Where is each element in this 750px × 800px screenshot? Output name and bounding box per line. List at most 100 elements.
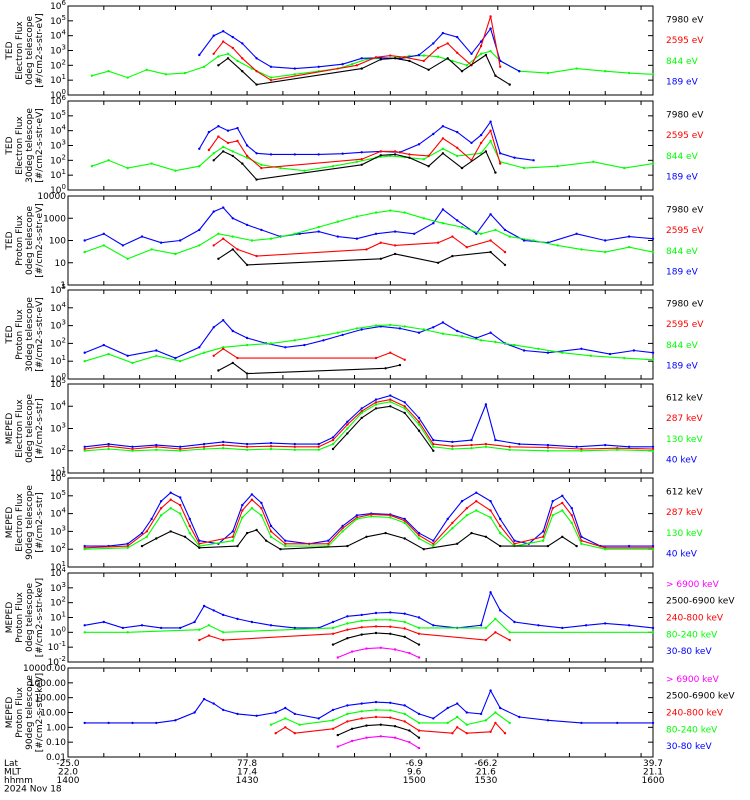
data-point — [604, 548, 607, 551]
data-point — [217, 232, 220, 235]
data-point — [231, 150, 234, 153]
data-point — [155, 445, 158, 448]
series-line-1 — [84, 395, 653, 448]
data-point — [107, 442, 110, 446]
panel-5: 101 102 103 104 105 MEPEDElectron Flux0deg te… — [5, 377, 703, 479]
data-point — [293, 339, 296, 342]
data-point — [131, 449, 134, 452]
data-point — [389, 398, 392, 401]
data-point — [542, 530, 545, 533]
data-point — [222, 708, 225, 712]
data-point — [465, 507, 468, 510]
y-tick-label: 105 — [50, 109, 66, 122]
data-point — [236, 139, 239, 143]
data-point — [475, 336, 478, 340]
data-point — [155, 721, 158, 725]
series-line-3 — [199, 625, 510, 641]
data-point — [393, 736, 397, 739]
data-point — [479, 133, 483, 137]
data-point — [479, 52, 483, 55]
data-point — [336, 656, 339, 659]
data-point — [623, 356, 626, 360]
data-point — [212, 210, 215, 213]
data-point — [432, 132, 435, 136]
data-point — [499, 531, 502, 535]
data-point — [604, 443, 607, 447]
data-point — [403, 704, 406, 707]
data-point — [222, 638, 225, 642]
legend-entry: 189 eV — [666, 173, 699, 183]
data-point — [331, 447, 335, 451]
data-point — [126, 354, 129, 357]
series-line-4 — [332, 632, 420, 646]
data-point — [222, 631, 225, 634]
data-point — [365, 724, 368, 727]
data-point — [451, 732, 454, 735]
data-point — [207, 624, 211, 627]
y-tick-label: 104 — [50, 566, 66, 579]
data-point — [417, 729, 421, 732]
data-point — [269, 535, 273, 538]
data-point — [389, 209, 392, 212]
data-point — [231, 539, 234, 542]
data-point — [651, 351, 655, 354]
data-point — [145, 535, 148, 538]
series-line-2 — [270, 709, 511, 726]
data-point — [422, 158, 425, 161]
data-point — [102, 343, 106, 347]
data-point — [360, 151, 363, 154]
data-point — [145, 68, 148, 72]
data-point — [499, 706, 502, 710]
data-point — [651, 237, 655, 240]
data-point — [470, 443, 473, 447]
data-point — [389, 351, 392, 354]
y-tick-label: 106 — [50, 471, 66, 484]
data-point — [360, 411, 363, 415]
series-line-2 — [198, 120, 534, 161]
data-point — [561, 509, 564, 512]
data-point — [379, 257, 382, 260]
data-point — [155, 349, 158, 352]
data-point — [159, 241, 163, 244]
data-point — [489, 15, 492, 18]
data-point — [484, 626, 488, 630]
data-point — [546, 544, 550, 548]
data-point — [202, 604, 206, 608]
data-point — [169, 498, 172, 501]
data-point — [269, 342, 273, 345]
data-point — [274, 732, 277, 735]
data-point — [222, 40, 225, 43]
y-tick-label: 10.00 — [40, 709, 66, 719]
panel-frame — [67, 100, 654, 191]
data-point — [341, 524, 344, 528]
series-line-4 — [218, 248, 506, 266]
legend-entry: 2500-6900 keV — [666, 692, 735, 702]
data-point — [145, 530, 148, 533]
data-point — [446, 706, 449, 710]
data-point — [102, 232, 106, 235]
data-point — [231, 46, 234, 50]
panel-4: 100 101 102 103 104 105 TEDProton Flux30deg te… — [5, 283, 704, 385]
data-point — [241, 509, 244, 512]
data-point — [484, 445, 488, 448]
data-point — [470, 447, 473, 450]
x-tick-label-lat: -25.0 — [56, 759, 80, 769]
y-tick-label: 104 — [50, 301, 66, 314]
data-point — [150, 517, 153, 521]
data-point — [570, 507, 573, 510]
data-point — [651, 721, 655, 725]
data-point — [484, 442, 488, 446]
series-line-4 — [337, 724, 420, 739]
y-tick-label: 105 — [50, 377, 66, 390]
data-point — [274, 711, 277, 714]
series-line-4 — [141, 529, 577, 550]
legend-entry: 240-800 keV — [666, 614, 724, 624]
y-tick-label: 102 — [50, 542, 66, 555]
data-point — [479, 712, 483, 716]
y-tick-label: 100 — [50, 625, 66, 638]
data-point — [403, 407, 406, 410]
data-point — [346, 420, 349, 423]
data-point — [159, 507, 163, 510]
data-point — [336, 235, 339, 238]
